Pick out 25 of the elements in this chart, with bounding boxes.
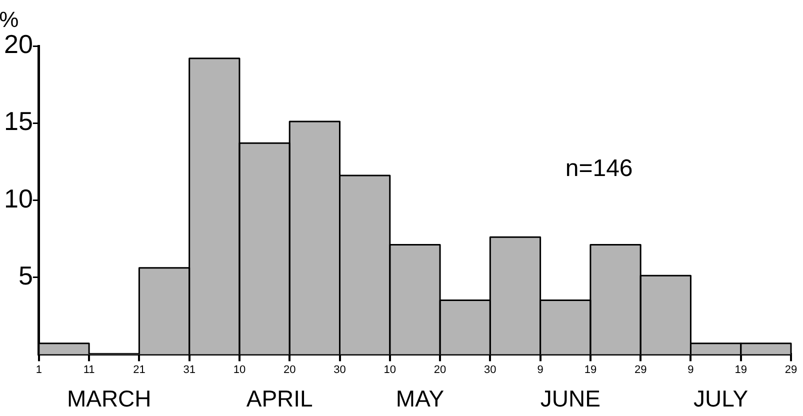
x-tick-label: 9 [537, 364, 544, 376]
x2-tick-label: JUNE [540, 386, 600, 412]
x-tick-label: 30 [484, 364, 496, 376]
x-tick-label: 21 [133, 364, 146, 376]
x2-tick-label: MARCH [66, 386, 152, 412]
x2-tick-label: MAY [396, 386, 444, 412]
x-tick-label: 11 [83, 364, 95, 376]
x-tick-label: 30 [334, 364, 346, 376]
x-tick-label: 31 [183, 364, 196, 376]
x2-tick-label: JULY [694, 386, 748, 412]
x-tick-label: 10 [233, 364, 246, 376]
x-tick-label: 10 [384, 364, 396, 376]
x-tick-label: 29 [634, 364, 647, 376]
x2-tick-label: APRIL [246, 386, 314, 412]
y-tick-label: 10 [4, 183, 33, 214]
x-tick-label: 1 [36, 364, 42, 376]
x-tick-label: 9 [688, 364, 694, 376]
x-tick-label: 29 [784, 364, 798, 376]
x-tick-label: 20 [283, 364, 296, 376]
x-tick-label: 19 [734, 364, 747, 376]
x-tick-label: 20 [434, 364, 446, 376]
y-tick-label: 15 [4, 106, 33, 136]
y-tick-label: 5 [18, 260, 33, 290]
annotation: n=146 [565, 154, 633, 182]
x-tick-label: 19 [584, 364, 597, 376]
